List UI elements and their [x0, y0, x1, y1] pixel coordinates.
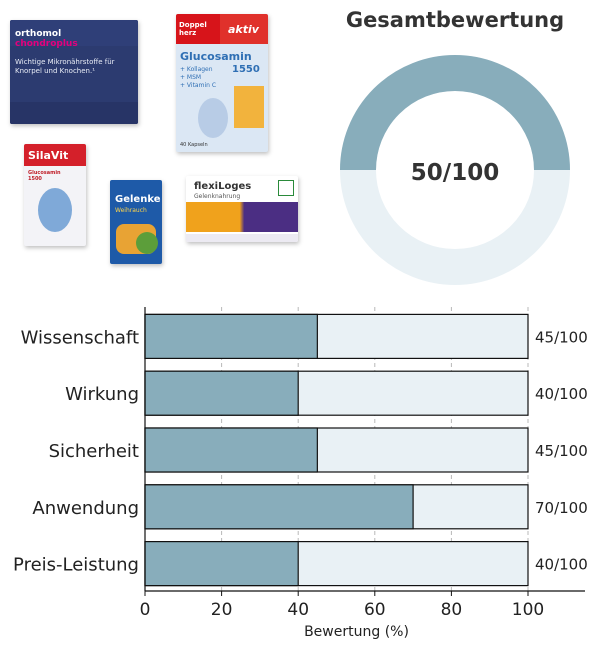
bar-chart-svg: Wissenschaft 45/100 Wirkung 40/100 Sicherhei…	[13, 307, 588, 640]
x-tick-label: 100	[512, 600, 544, 620]
gauge-svg: 50/100	[340, 55, 571, 285]
category-label: Wissenschaft	[21, 327, 139, 348]
x-tick-label: 40	[287, 600, 309, 620]
category-label: Anwendung	[32, 498, 139, 519]
orthomol-chondroplus-pack: orthomol chondroplus Wichtige Mikronährs…	[10, 20, 138, 124]
bar	[144, 427, 318, 473]
gauge-title: Gesamtbewertung	[345, 8, 565, 32]
product-collage: orthomol chondroplus Wichtige Mikronährs…	[0, 0, 310, 290]
doppelherz-line-1: + Kollagen	[180, 66, 213, 73]
x-axis-label: Bewertung (%)	[304, 624, 409, 640]
doppelherz-line-2: + MSM	[180, 74, 202, 81]
x-tick-label: 20	[211, 600, 233, 620]
bar	[144, 370, 299, 416]
silavit-glucosamin-pack: SilaVit Glucosamin 1500	[24, 144, 86, 246]
gelenke-weihrauch-pack: Gelenke Weihrauch	[110, 180, 162, 264]
gelenke-sub: Weihrauch	[115, 207, 147, 214]
doppelherz-glucosamin-pack: Doppel herz aktiv Glucosamin 1550 + Koll…	[176, 14, 268, 152]
x-tick-label: 80	[441, 600, 463, 620]
gelenke-product: Gelenke	[115, 194, 161, 205]
value-label: 45/100	[535, 442, 588, 460]
flexiloges-product: Gelenknahrung	[194, 193, 241, 200]
value-label: 45/100	[535, 328, 588, 346]
overall-score-gauge: Gesamtbewertung 50/100	[330, 0, 600, 300]
doppelherz-badge: aktiv	[228, 23, 259, 36]
gauge-value-label: 50/100	[411, 160, 499, 186]
orthomol-brand: orthomol	[15, 29, 62, 39]
category-label: Preis-Leistung	[13, 555, 139, 576]
gauge-fill	[340, 55, 570, 171]
bar	[144, 541, 299, 587]
x-tick-label: 0	[140, 600, 151, 620]
flexiloges-pack: flexiLoges Gelenknahrung	[186, 176, 298, 242]
doppelherz-product: Glucosamin	[180, 50, 252, 63]
category-label: Sicherheit	[49, 441, 139, 462]
value-label: 70/100	[535, 499, 588, 517]
category-label: Wirkung	[65, 384, 139, 405]
category-score-chart: Wissenschaft 45/100 Wirkung 40/100 Sicherhei…	[0, 295, 600, 650]
orthomol-line: chondroplus	[15, 39, 78, 49]
silavit-product: Glucosamin 1500	[28, 170, 61, 182]
silavit-brand: SilaVit	[28, 149, 69, 162]
doppelherz-count: 40 Kapseln	[180, 142, 208, 148]
flexiloges-brand: flexiLoges	[194, 181, 252, 192]
doppelherz-brand: Doppel herz	[179, 21, 207, 37]
doppelherz-strength: 1550	[232, 64, 260, 75]
doppelherz-line-3: + Vitamin C	[180, 82, 217, 89]
bar	[144, 484, 414, 530]
bar	[144, 313, 318, 359]
x-tick-label: 60	[364, 600, 386, 620]
orthomol-claim: Wichtige Mikronährstoffe für Knorpel und…	[15, 58, 115, 75]
value-label: 40/100	[535, 385, 588, 403]
value-label: 40/100	[535, 556, 588, 574]
